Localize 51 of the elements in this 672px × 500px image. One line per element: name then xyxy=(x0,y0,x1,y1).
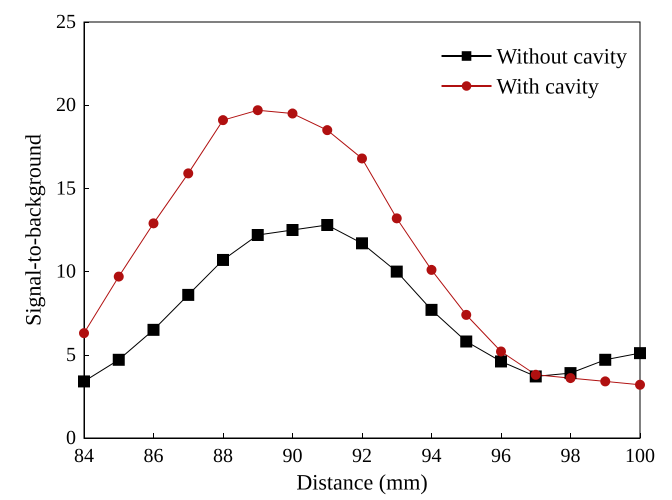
y-tick-label: 0 xyxy=(66,427,76,449)
legend-label: With cavity xyxy=(496,74,599,98)
point xyxy=(496,346,506,356)
point xyxy=(600,376,610,386)
point xyxy=(112,354,125,366)
point xyxy=(322,125,332,136)
y-tick-label: 15 xyxy=(56,177,76,200)
x-tick-label: 86 xyxy=(144,445,164,467)
point xyxy=(390,266,403,278)
y-axis-title: Signal-to-background xyxy=(20,134,46,326)
y-tick-label: 25 xyxy=(56,11,76,33)
point xyxy=(356,237,368,250)
point xyxy=(635,380,645,390)
point xyxy=(495,355,507,368)
y-tick-label: 10 xyxy=(56,260,76,283)
point xyxy=(114,272,124,282)
point xyxy=(321,219,334,232)
point xyxy=(79,328,89,338)
point xyxy=(148,218,158,228)
point xyxy=(286,224,298,236)
point xyxy=(288,108,298,119)
x-tick-label: 96 xyxy=(491,445,511,467)
point xyxy=(78,375,90,388)
point xyxy=(426,304,438,316)
x-tick-label: 94 xyxy=(422,445,442,467)
point xyxy=(218,115,228,126)
point xyxy=(182,288,194,301)
point xyxy=(634,347,646,360)
point xyxy=(566,373,576,384)
x-tick-label: 100 xyxy=(625,445,655,467)
point xyxy=(252,228,264,241)
x-tick-label: 90 xyxy=(282,445,302,467)
point xyxy=(148,324,160,336)
point xyxy=(357,153,367,164)
y-tick-label: 5 xyxy=(66,344,76,366)
x-axis-title: Distance (mm) xyxy=(296,469,428,494)
x-tick-label: 84 xyxy=(74,445,94,467)
point xyxy=(426,264,436,275)
x-tick-label: 88 xyxy=(213,445,233,467)
point xyxy=(217,254,229,266)
y-tick-label: 20 xyxy=(56,94,76,116)
point xyxy=(530,370,541,380)
point xyxy=(460,335,472,348)
point xyxy=(252,105,263,116)
legend-label: Without cavity xyxy=(496,44,628,68)
point xyxy=(599,354,612,366)
point xyxy=(392,213,402,224)
x-tick-label: 92 xyxy=(352,445,372,467)
point xyxy=(461,310,472,320)
point xyxy=(183,168,194,178)
x-tick-label: 98 xyxy=(560,445,580,467)
